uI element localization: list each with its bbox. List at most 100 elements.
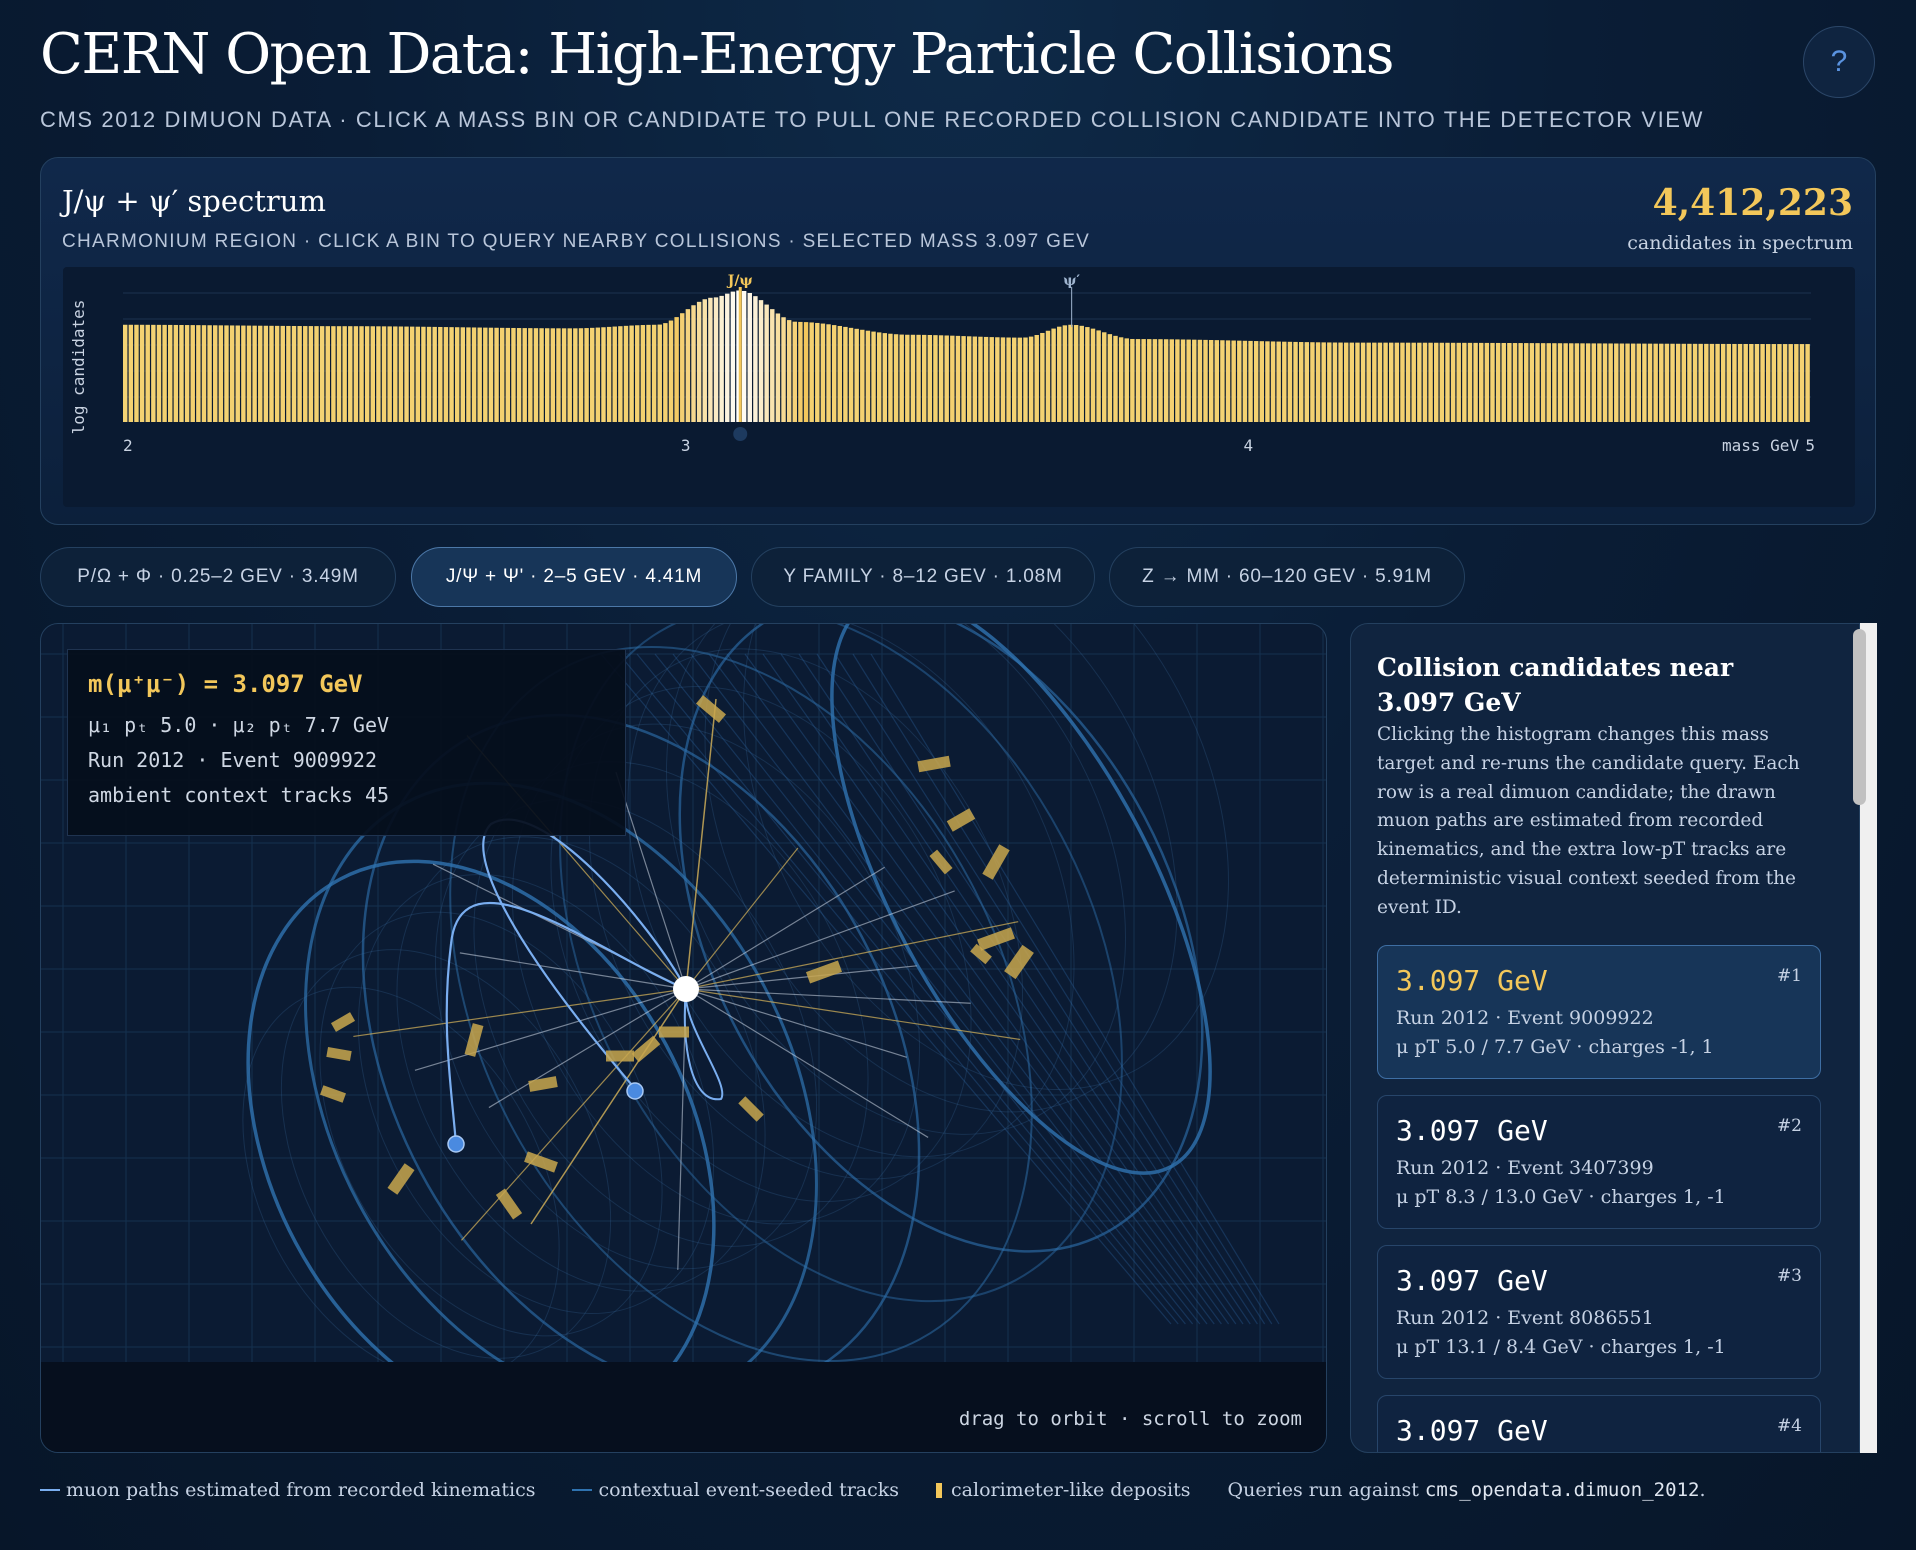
- histogram-bin[interactable]: [1479, 342, 1484, 422]
- histogram-bin[interactable]: [123, 324, 128, 422]
- histogram-bin[interactable]: [393, 326, 398, 422]
- histogram-bin[interactable]: [1428, 342, 1433, 422]
- histogram-bin[interactable]: [376, 326, 381, 422]
- histogram-bin[interactable]: [1625, 343, 1630, 422]
- histogram-bin[interactable]: [1495, 342, 1501, 422]
- histogram-bin[interactable]: [944, 335, 949, 422]
- histogram-bin[interactable]: [916, 334, 921, 422]
- histogram-bin[interactable]: [145, 324, 150, 422]
- histogram-bin[interactable]: [1715, 343, 1720, 422]
- histogram-bin[interactable]: [331, 326, 336, 422]
- histogram-bin[interactable]: [1355, 342, 1360, 422]
- histogram-bin[interactable]: [1614, 343, 1619, 422]
- histogram-bin[interactable]: [725, 293, 730, 422]
- histogram-bin[interactable]: [224, 325, 229, 422]
- histogram-bin[interactable]: [736, 290, 741, 422]
- histogram-bin[interactable]: [505, 327, 511, 422]
- histogram-bin[interactable]: [1400, 342, 1405, 422]
- histogram-bin[interactable]: [1017, 337, 1023, 422]
- histogram-bin[interactable]: [848, 327, 854, 422]
- histogram-bin[interactable]: [1664, 343, 1670, 422]
- histogram-bin[interactable]: [1315, 342, 1321, 422]
- histogram-bin[interactable]: [1304, 342, 1310, 422]
- histogram-bin[interactable]: [539, 328, 544, 422]
- histogram-bin[interactable]: [1805, 344, 1810, 422]
- histogram-bin[interactable]: [1000, 337, 1006, 422]
- histogram-bin[interactable]: [466, 327, 471, 422]
- histogram-bin[interactable]: [950, 335, 955, 422]
- histogram-bin[interactable]: [314, 326, 319, 422]
- histogram-bin[interactable]: [269, 325, 274, 422]
- histogram-bin[interactable]: [1130, 338, 1135, 422]
- histogram-bin[interactable]: [612, 326, 617, 422]
- histogram-bin[interactable]: [1439, 342, 1445, 422]
- histogram-bin[interactable]: [803, 322, 809, 422]
- histogram-bin[interactable]: [623, 325, 629, 422]
- histogram-bin[interactable]: [854, 328, 859, 422]
- histogram-bin[interactable]: [1147, 339, 1152, 422]
- histogram-bin[interactable]: [1704, 343, 1709, 422]
- histogram-bin[interactable]: [719, 295, 724, 422]
- histogram-bin[interactable]: [1169, 339, 1174, 422]
- histogram-bin[interactable]: [421, 326, 426, 422]
- histogram-bin[interactable]: [1152, 339, 1158, 422]
- tab-upsilon[interactable]: Y FAMILY · 8–12 GEV · 1.08M: [751, 547, 1095, 607]
- histogram-bin[interactable]: [1186, 339, 1191, 422]
- help-button[interactable]: ?: [1803, 26, 1875, 98]
- histogram-bin[interactable]: [646, 324, 651, 422]
- histogram-bin[interactable]: [190, 325, 195, 422]
- histogram-bin[interactable]: [1456, 342, 1461, 422]
- histogram-bin[interactable]: [533, 328, 539, 422]
- histogram-bin[interactable]: [1107, 334, 1113, 422]
- histogram-bin[interactable]: [258, 325, 263, 422]
- histogram-bin[interactable]: [1591, 343, 1596, 422]
- histogram-bin[interactable]: [325, 326, 330, 422]
- histogram-bin[interactable]: [246, 325, 252, 422]
- histogram-bin[interactable]: [1265, 341, 1270, 422]
- histogram-bin[interactable]: [1040, 332, 1045, 422]
- histogram-bin[interactable]: [550, 328, 556, 422]
- histogram-bin[interactable]: [995, 337, 1000, 422]
- histogram-bin[interactable]: [1788, 344, 1793, 422]
- histogram-bin[interactable]: [983, 336, 989, 422]
- histogram-bin[interactable]: [308, 326, 314, 422]
- histogram-bin[interactable]: [1073, 325, 1079, 422]
- histogram-bin[interactable]: [792, 321, 797, 422]
- histogram-bin[interactable]: [691, 305, 696, 422]
- histogram-bin[interactable]: [567, 328, 572, 422]
- histogram-bin[interactable]: [1777, 344, 1782, 422]
- histogram-bin[interactable]: [201, 325, 207, 422]
- histogram-bin[interactable]: [955, 335, 961, 422]
- histogram-bin[interactable]: [1360, 342, 1366, 422]
- histogram-bin[interactable]: [1372, 342, 1377, 422]
- histogram-bin[interactable]: [921, 334, 927, 422]
- histogram-bin[interactable]: [1630, 343, 1636, 422]
- histogram-bin[interactable]: [1692, 343, 1698, 422]
- histogram-bin[interactable]: [1259, 341, 1265, 422]
- histogram-bin[interactable]: [685, 309, 691, 422]
- histogram-bin[interactable]: [635, 325, 640, 422]
- histogram-bin[interactable]: [1231, 340, 1236, 422]
- histogram-bin[interactable]: [1383, 342, 1388, 422]
- histogram-bin[interactable]: [786, 320, 792, 422]
- histogram-bin[interactable]: [1057, 326, 1062, 422]
- histogram-bin[interactable]: [590, 327, 595, 422]
- candidate-card[interactable]: 3.097 GeV #1 Run 2012 · Event 9009922 μ …: [1377, 945, 1821, 1079]
- histogram-bin[interactable]: [1580, 343, 1585, 422]
- histogram-bin[interactable]: [1282, 341, 1287, 422]
- histogram-bin[interactable]: [1310, 342, 1315, 422]
- histogram-bin[interactable]: [747, 292, 752, 422]
- histogram-bin[interactable]: [1569, 343, 1574, 422]
- histogram-bin[interactable]: [1298, 342, 1304, 422]
- histogram-bin[interactable]: [1563, 343, 1568, 422]
- histogram-bin[interactable]: [1389, 342, 1394, 422]
- histogram-bin[interactable]: [758, 300, 764, 422]
- histogram-bin[interactable]: [1208, 340, 1214, 422]
- histogram-bin[interactable]: [522, 328, 527, 422]
- histogram-bin[interactable]: [364, 326, 370, 422]
- histogram-bin[interactable]: [668, 320, 674, 422]
- histogram-bin[interactable]: [1473, 342, 1478, 422]
- mass-histogram[interactable]: log candidates J/ψ ψ′ 2 3 4 5 mass GeV: [63, 267, 1855, 507]
- candidate-card[interactable]: 3.097 GeV #3 Run 2012 · Event 8086551 μ …: [1377, 1245, 1821, 1379]
- histogram-bin[interactable]: [387, 326, 392, 422]
